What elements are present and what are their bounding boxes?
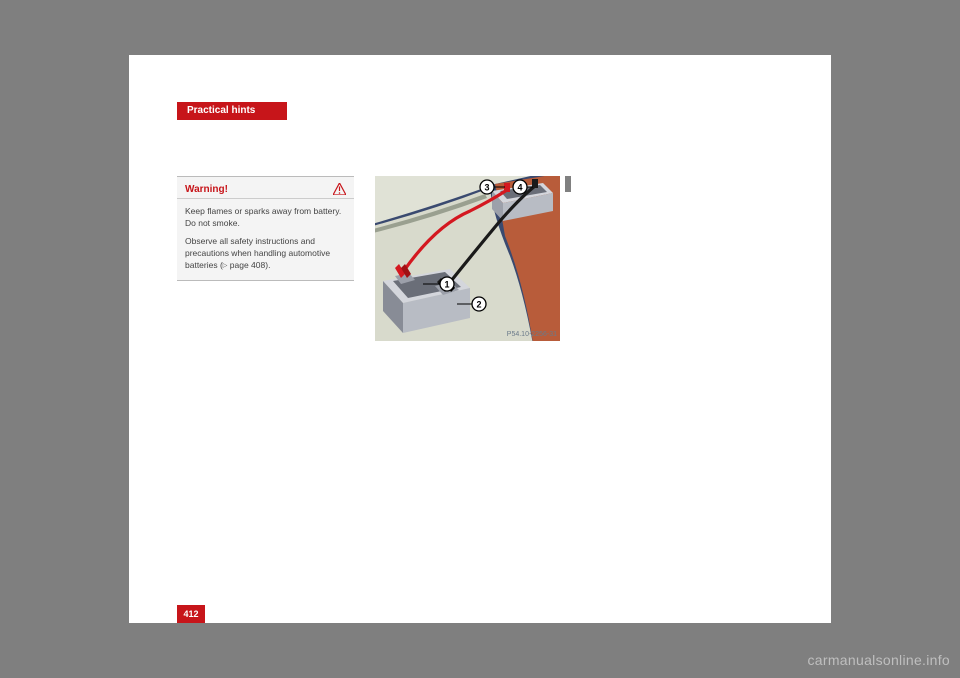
page-number-box: 412	[177, 605, 205, 623]
warning-triangle-icon	[333, 183, 346, 195]
warning-text: page 408).	[227, 260, 270, 270]
warning-body: Keep flames or sparks away from battery.…	[177, 199, 354, 280]
warning-paragraph: Keep flames or sparks away from battery.…	[185, 205, 346, 230]
warning-box: Warning! Keep flames or sparks away from…	[177, 176, 354, 281]
illustration-svg: 1 2 3 4 P54.10-2256-31	[375, 176, 560, 341]
callout-2: 2	[472, 297, 486, 311]
callout-1: 1	[440, 277, 454, 291]
page-number: 412	[183, 609, 198, 619]
warning-header: Warning!	[177, 177, 354, 198]
watermark: carmanualsonline.info	[808, 652, 951, 668]
side-index-tab	[565, 176, 571, 192]
warning-title: Warning!	[185, 184, 228, 195]
figure-code: P54.10-2256-31	[507, 331, 557, 338]
jump-start-illustration: 1 2 3 4 P54.10-2256-31	[375, 176, 560, 341]
warning-paragraph: Observe all safety instructions and prec…	[185, 235, 346, 272]
callout-4: 4	[513, 180, 527, 194]
callout-label: 1	[444, 280, 449, 290]
manual-page: Practical hints Warning! Keep flames or …	[129, 55, 831, 623]
callout-3: 3	[480, 180, 494, 194]
callout-label: 2	[476, 300, 481, 310]
callout-label: 3	[484, 183, 489, 193]
section-title: Practical hints	[187, 105, 255, 116]
callout-label: 4	[517, 183, 522, 193]
section-tab: Practical hints	[177, 102, 287, 120]
